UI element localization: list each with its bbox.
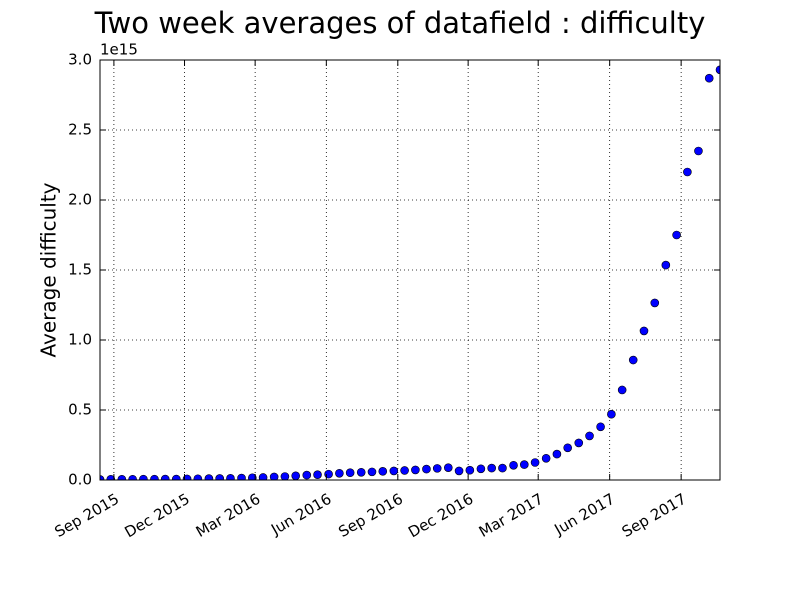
x-tick-label: Mar 2016	[193, 490, 264, 541]
y-tick-label: 2.5	[68, 121, 92, 139]
y-tick-label: 1.5	[68, 261, 92, 279]
x-tick-label: Sep 2015	[51, 490, 122, 541]
point	[335, 468, 344, 478]
point	[389, 466, 399, 476]
y-offset-label: 1e15	[100, 41, 138, 59]
y-tick-label: 0.5	[68, 401, 92, 419]
point	[607, 409, 616, 419]
point	[454, 466, 464, 476]
grid	[100, 59, 720, 481]
point	[672, 230, 681, 240]
point	[422, 464, 431, 474]
point	[193, 474, 203, 480]
point	[204, 474, 214, 480]
point	[683, 167, 692, 177]
point	[367, 467, 377, 477]
point	[356, 467, 366, 477]
x-tick-label: Jun 2017	[551, 490, 618, 539]
point	[171, 474, 181, 480]
point	[411, 465, 420, 475]
point	[226, 474, 235, 480]
point	[628, 355, 638, 365]
y-tick-label: 2.0	[68, 191, 92, 209]
point	[617, 385, 627, 395]
point	[139, 474, 148, 480]
chart-title: Two week averages of datafield : difficu…	[94, 6, 706, 40]
point	[269, 472, 279, 480]
point	[150, 474, 159, 480]
point	[715, 65, 720, 75]
point	[530, 458, 540, 467]
point	[106, 475, 116, 480]
point	[160, 474, 170, 480]
point	[313, 470, 322, 479]
point	[345, 468, 355, 478]
point	[117, 475, 127, 480]
point	[585, 431, 594, 441]
x-tick-label: Sep 2016	[335, 490, 406, 541]
point	[704, 73, 714, 83]
point	[465, 465, 475, 475]
point	[498, 463, 507, 473]
point	[509, 460, 518, 470]
y-axis-label: Average difficulty	[37, 182, 61, 357]
point	[237, 473, 246, 480]
point	[443, 463, 453, 472]
point	[563, 443, 572, 453]
point	[291, 471, 300, 480]
point	[639, 326, 649, 336]
point	[280, 472, 290, 480]
point	[432, 464, 442, 473]
point	[476, 464, 486, 474]
point	[324, 469, 333, 479]
point	[248, 473, 257, 480]
point	[400, 466, 409, 475]
point	[552, 449, 562, 459]
point	[182, 474, 192, 480]
y-tick-label: 1.0	[68, 331, 92, 349]
point	[100, 475, 105, 480]
point	[520, 460, 529, 469]
point	[694, 146, 703, 156]
point	[596, 422, 605, 432]
point	[574, 438, 584, 448]
point	[215, 474, 224, 480]
x-tick-label: Mar 2017	[476, 490, 547, 541]
x-tick-label: Sep 2017	[619, 490, 690, 541]
y-tick-label: 3.0	[68, 51, 92, 69]
x-tick-label: Dec 2015	[121, 490, 192, 542]
point	[541, 453, 551, 463]
point	[487, 463, 496, 473]
x-tick-label: Jun 2016	[267, 490, 334, 539]
point	[258, 473, 268, 480]
point	[661, 260, 671, 270]
point	[128, 475, 137, 480]
point	[650, 298, 660, 308]
points	[100, 65, 720, 480]
x-tick-label: Dec 2016	[405, 490, 476, 542]
point	[378, 467, 388, 476]
point	[302, 470, 312, 480]
y-tick-label: 0.0	[68, 471, 92, 489]
